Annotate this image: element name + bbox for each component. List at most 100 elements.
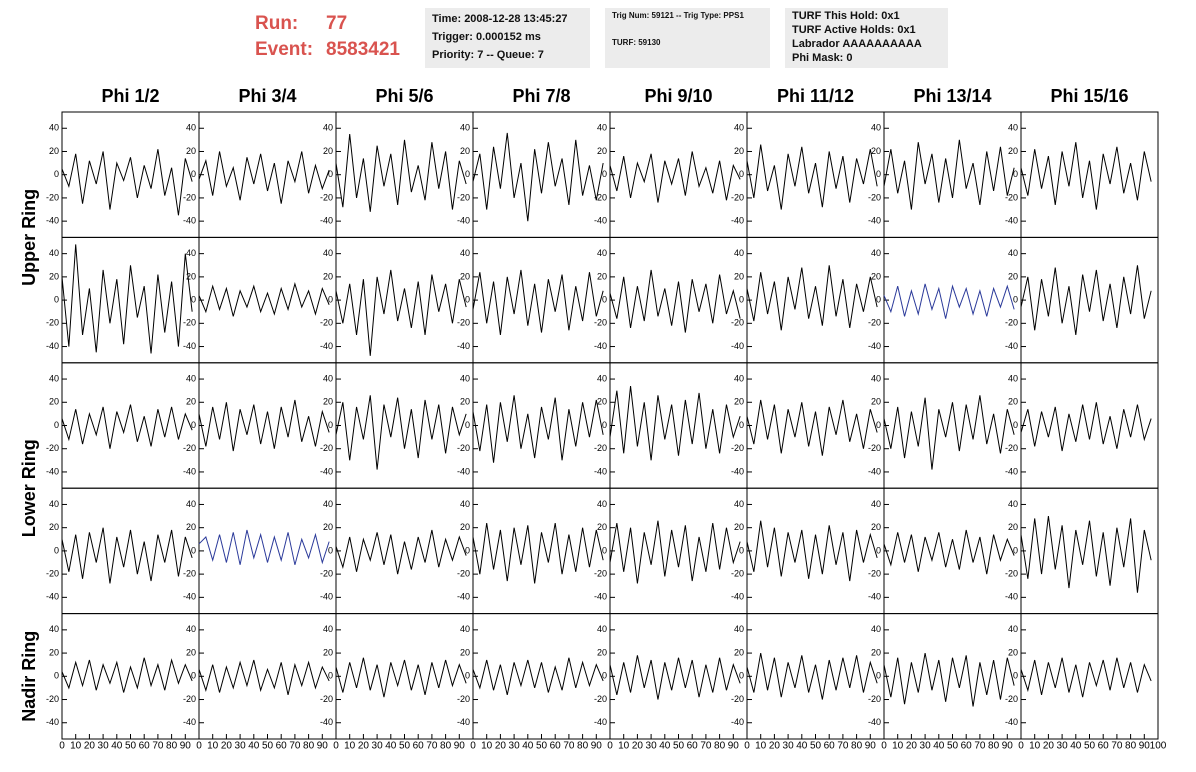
y-tick-label: -20 (46, 443, 59, 453)
y-tick-label: 0 (1013, 671, 1018, 681)
waveform (883, 283, 1015, 319)
info-text: Labrador AAAAAAAAAA (792, 38, 922, 50)
y-tick-label: -20 (594, 568, 607, 578)
y-tick-label: -40 (731, 717, 744, 727)
waveform (609, 655, 741, 700)
x-tick-label: 90 (591, 741, 603, 752)
panel-frame (883, 236, 1022, 364)
y-tick-label: 0 (54, 169, 59, 179)
waveform (1020, 657, 1152, 698)
y-tick-label: 20 (49, 522, 59, 532)
panel-frame (883, 613, 1022, 740)
y-tick-label: 0 (739, 169, 744, 179)
panel-frame (883, 111, 1022, 238)
y-tick-label: 20 (871, 146, 881, 156)
column-title: Phi 7/8 (512, 86, 570, 106)
y-tick-label: -20 (457, 192, 470, 202)
y-tick-label: 20 (49, 647, 59, 657)
y-tick-label: 40 (460, 373, 470, 383)
y-tick-label: 20 (1008, 522, 1018, 532)
column-title: Phi 3/4 (238, 86, 296, 106)
info-box (605, 8, 770, 68)
y-tick-label: -20 (320, 694, 333, 704)
waveform (883, 395, 1015, 470)
y-tick-label: -20 (183, 568, 196, 578)
y-tick-label: 40 (734, 373, 744, 383)
waveform (335, 134, 467, 212)
info-text: TURF: 59130 (612, 38, 661, 47)
y-tick-label: -20 (731, 318, 744, 328)
y-tick-label: 0 (54, 294, 59, 304)
x-tick-label: 70 (426, 741, 438, 752)
waveform (472, 132, 604, 222)
y-tick-label: -40 (457, 466, 470, 476)
y-tick-label: -40 (457, 592, 470, 602)
info-text: Time: 2008-12-28 13:45:27 (432, 13, 568, 25)
panel-frame (61, 613, 200, 740)
waveform (61, 404, 193, 449)
y-tick-label: 0 (602, 671, 607, 681)
waveform (61, 244, 193, 354)
panel-frame (335, 236, 474, 364)
y-tick-label: -20 (1005, 694, 1018, 704)
y-tick-label: -20 (1005, 443, 1018, 453)
x-tick-label: 0 (59, 741, 65, 752)
x-tick-label: 100 (1150, 741, 1167, 752)
y-tick-label: -20 (320, 318, 333, 328)
y-tick-label: -40 (1005, 216, 1018, 226)
event-value: 8583421 (326, 39, 400, 60)
ring-label: Nadir Ring (19, 631, 39, 722)
panel-frame (609, 111, 748, 238)
y-tick-label: 0 (602, 169, 607, 179)
panel-frame (746, 613, 885, 740)
y-tick-label: -20 (731, 443, 744, 453)
y-tick-label: 40 (460, 499, 470, 509)
y-tick-label: 40 (323, 499, 333, 509)
y-tick-label: -20 (868, 694, 881, 704)
x-tick-label: 60 (276, 741, 288, 752)
x-tick-label: 60 (550, 741, 562, 752)
y-tick-label: 40 (49, 248, 59, 258)
info-text: Trig Num: 59121 -- Trig Type: PPS1 (612, 11, 744, 20)
y-tick-label: 40 (323, 123, 333, 133)
x-tick-label: 80 (988, 741, 1000, 752)
waveform (883, 529, 1015, 575)
y-tick-label: 40 (597, 624, 607, 634)
y-tick-label: -20 (1005, 192, 1018, 202)
x-tick-label: 90 (865, 741, 877, 752)
y-tick-label: 20 (460, 271, 470, 281)
panel-frame (609, 487, 748, 615)
y-tick-label: 20 (734, 146, 744, 156)
panel-frame (746, 236, 885, 364)
x-tick-label: 70 (974, 741, 986, 752)
y-tick-label: -40 (457, 717, 470, 727)
y-tick-label: 0 (739, 420, 744, 430)
panel-frame (883, 362, 1022, 489)
y-tick-label: 40 (186, 373, 196, 383)
y-tick-label: 0 (465, 671, 470, 681)
x-tick-label: 60 (824, 741, 836, 752)
y-tick-label: 20 (460, 397, 470, 407)
y-tick-label: -20 (46, 318, 59, 328)
y-tick-label: 20 (1008, 397, 1018, 407)
waveform (61, 657, 193, 693)
y-tick-label: -40 (731, 592, 744, 602)
y-tick-label: -20 (868, 443, 881, 453)
y-tick-label: 0 (602, 420, 607, 430)
x-tick-label: 0 (607, 741, 613, 752)
x-tick-label: 60 (139, 741, 151, 752)
x-tick-label: 30 (235, 741, 247, 752)
y-tick-label: 0 (465, 169, 470, 179)
panel-frame (1020, 362, 1159, 489)
y-tick-label: 40 (734, 624, 744, 634)
y-tick-label: 40 (734, 499, 744, 509)
waveform (609, 151, 741, 203)
y-tick-label: 20 (597, 647, 607, 657)
panel-frame (61, 362, 200, 489)
y-tick-label: 40 (323, 624, 333, 634)
x-tick-label: 70 (700, 741, 712, 752)
waveform (198, 529, 330, 565)
waveform (609, 385, 741, 461)
